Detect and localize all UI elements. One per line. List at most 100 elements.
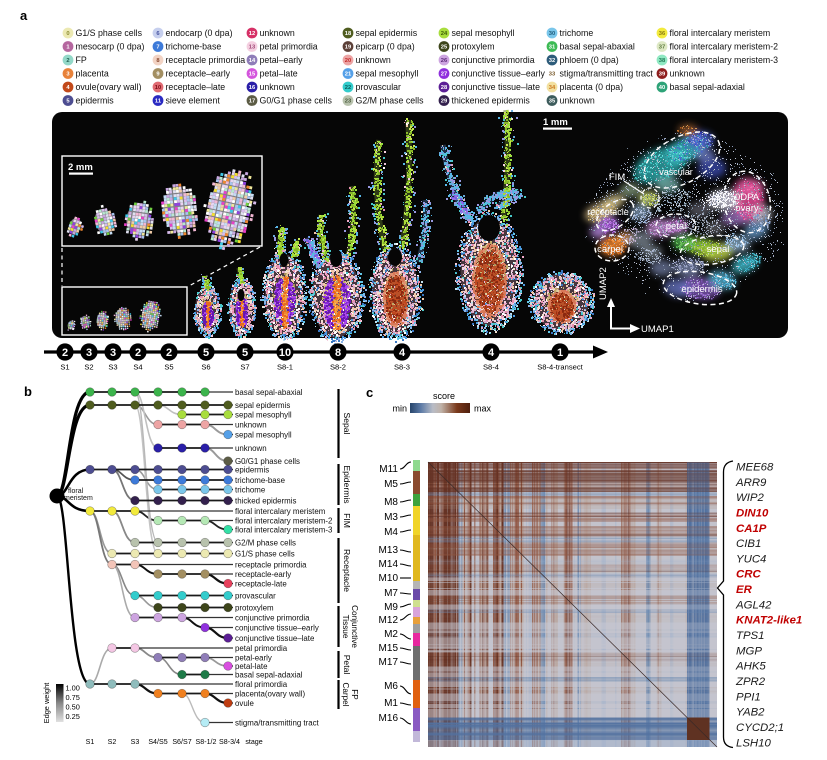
svg-text:placenta (0 dpa): placenta (0 dpa) (560, 82, 624, 92)
svg-text:MEE68: MEE68 (736, 462, 774, 474)
svg-text:conjunctive tissue–late: conjunctive tissue–late (452, 82, 541, 92)
svg-text:epidermis: epidermis (235, 466, 269, 475)
svg-text:floral intercalary meristem-3: floral intercalary meristem-3 (235, 526, 333, 535)
svg-text:unknown: unknown (235, 421, 267, 430)
svg-text:11: 11 (155, 99, 162, 105)
svg-text:sepal: sepal (707, 244, 730, 255)
svg-text:M2: M2 (384, 629, 398, 640)
svg-text:20: 20 (345, 58, 351, 64)
svg-text:S6/S7: S6/S7 (172, 738, 191, 746)
svg-text:S4/S5: S4/S5 (148, 738, 167, 746)
svg-text:S6: S6 (201, 363, 210, 372)
svg-text:M15: M15 (379, 643, 399, 654)
svg-text:petal: petal (666, 221, 687, 232)
svg-text:5: 5 (242, 347, 248, 359)
svg-text:3: 3 (66, 72, 70, 78)
svg-text:8: 8 (335, 347, 341, 359)
svg-text:5: 5 (66, 99, 70, 105)
svg-text:S4: S4 (133, 363, 142, 372)
svg-text:placenta: placenta (76, 69, 109, 79)
svg-text:CA1P: CA1P (736, 523, 767, 535)
svg-text:trichome-base: trichome-base (235, 476, 286, 485)
svg-text:M5: M5 (384, 479, 398, 490)
svg-text:36: 36 (659, 31, 666, 37)
svg-text:0: 0 (66, 31, 69, 37)
svg-text:unknown: unknown (260, 28, 295, 38)
svg-text:endocarp (0 dpa): endocarp (0 dpa) (166, 28, 233, 38)
svg-text:floral intercalary meristem-2: floral intercalary meristem-2 (670, 42, 779, 52)
svg-text:unknown: unknown (260, 82, 295, 92)
svg-text:M6: M6 (384, 681, 398, 692)
svg-text:sepal epidermis: sepal epidermis (235, 401, 290, 410)
svg-text:37: 37 (659, 45, 665, 51)
svg-text:basal sepal-abaxial: basal sepal-abaxial (235, 388, 303, 397)
svg-text:26: 26 (441, 58, 448, 64)
svg-text:S8-2: S8-2 (330, 363, 346, 372)
svg-text:34: 34 (549, 85, 556, 91)
svg-text:S8-1/2: S8-1/2 (196, 738, 217, 746)
svg-text:1: 1 (66, 45, 70, 51)
svg-text:Tissue: Tissue (341, 615, 350, 639)
svg-text:M13: M13 (379, 545, 399, 556)
svg-text:sieve element: sieve element (166, 96, 221, 106)
svg-text:3: 3 (86, 347, 92, 359)
svg-text:receptacle primordia: receptacle primordia (166, 55, 246, 65)
svg-text:S8-3/4: S8-3/4 (219, 738, 240, 746)
svg-text:conjunctive tissue–late: conjunctive tissue–late (235, 634, 315, 643)
svg-text:TPS1: TPS1 (736, 630, 765, 642)
svg-text:petal primordia: petal primordia (260, 42, 318, 52)
svg-text:2: 2 (166, 347, 172, 359)
svg-text:2: 2 (135, 347, 141, 359)
svg-text:1: 1 (557, 347, 563, 359)
svg-text:M17: M17 (379, 657, 399, 668)
svg-text:17: 17 (249, 99, 255, 105)
svg-text:21: 21 (345, 72, 352, 78)
svg-text:M11: M11 (379, 464, 398, 475)
svg-text:sepal mesophyll: sepal mesophyll (235, 411, 292, 420)
svg-text:PPI1: PPI1 (736, 691, 761, 703)
svg-text:Receptacle: Receptacle (342, 549, 352, 592)
svg-text:trichome-base: trichome-base (166, 42, 222, 52)
svg-text:10: 10 (279, 347, 291, 359)
svg-text:UMAP1: UMAP1 (641, 324, 674, 335)
svg-text:4: 4 (66, 85, 70, 91)
svg-text:epidermis: epidermis (681, 284, 722, 295)
svg-text:9: 9 (156, 72, 160, 78)
svg-text:YUC4: YUC4 (736, 553, 766, 565)
svg-text:receptacle–early: receptacle–early (166, 69, 231, 79)
svg-text:0.50: 0.50 (66, 703, 80, 712)
svg-text:vascular: vascular (659, 167, 693, 177)
svg-text:0DPA: 0DPA (735, 192, 760, 203)
svg-text:25: 25 (441, 45, 448, 51)
svg-text:KNAT2-like1: KNAT2-like1 (736, 615, 802, 627)
svg-text:basal sepal-adaxial: basal sepal-adaxial (235, 671, 303, 680)
svg-text:Conjunctive: Conjunctive (350, 605, 359, 648)
svg-text:floral intercalary meristem-3: floral intercalary meristem-3 (670, 55, 779, 65)
svg-text:placenta(ovary wall): placenta(ovary wall) (235, 690, 306, 699)
svg-text:FP: FP (76, 55, 87, 65)
svg-text:6: 6 (156, 31, 160, 37)
svg-text:receptacle: receptacle (587, 207, 629, 217)
svg-text:S7: S7 (240, 363, 249, 372)
svg-text:G0/G1 phase cells: G0/G1 phase cells (260, 96, 333, 106)
svg-text:39: 39 (659, 72, 666, 78)
svg-text:7: 7 (156, 45, 159, 51)
svg-text:receptacle primordia: receptacle primordia (235, 561, 307, 570)
svg-text:16: 16 (249, 85, 256, 91)
svg-text:trichome: trichome (560, 28, 594, 38)
svg-text:ZPR2: ZPR2 (735, 676, 766, 688)
svg-text:30: 30 (549, 31, 555, 37)
svg-text:YAB2: YAB2 (736, 707, 765, 719)
svg-text:23: 23 (345, 99, 352, 105)
svg-text:max: max (474, 404, 492, 414)
svg-text:trichome: trichome (235, 486, 266, 495)
svg-text:basal sepal-adaxial: basal sepal-adaxial (670, 82, 745, 92)
svg-text:carpel: carpel (597, 244, 623, 255)
svg-text:G1/S phase cells: G1/S phase cells (235, 550, 295, 559)
svg-text:1.00: 1.00 (66, 684, 80, 693)
svg-text:35: 35 (549, 99, 556, 105)
svg-text:ovule(ovary wall): ovule(ovary wall) (76, 82, 142, 92)
svg-text:unknown: unknown (560, 96, 595, 106)
svg-text:13: 13 (249, 45, 256, 51)
svg-text:ARR9: ARR9 (735, 477, 767, 489)
